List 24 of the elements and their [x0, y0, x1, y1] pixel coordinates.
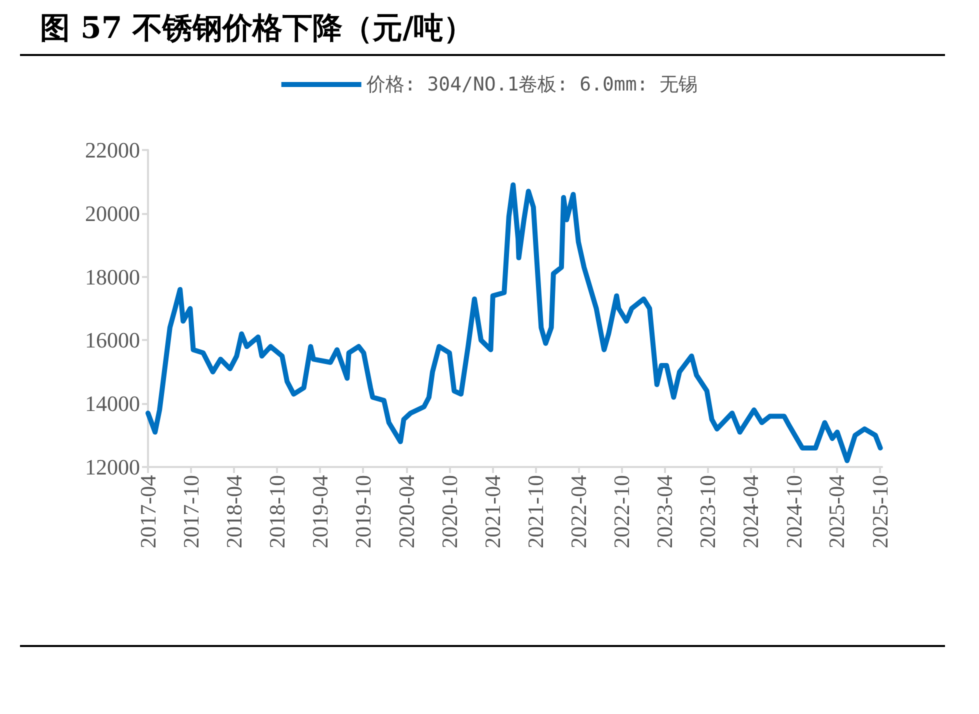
x-tick-label: 2019-10 [350, 475, 376, 548]
x-tick-label: 2023-04 [652, 475, 677, 548]
x-tick-label: 2021-10 [523, 475, 548, 548]
x-tick-label: 2018-10 [264, 475, 290, 548]
legend-label: 价格: 304/NO.1卷板: 6.0mm: 无锡 [365, 74, 698, 96]
x-tick-label: 2023-10 [695, 475, 720, 548]
x-tick-label: 2020-04 [394, 475, 419, 548]
x-tick-label: 2022-10 [609, 475, 634, 548]
x-tick-label: 2021-04 [480, 475, 505, 548]
x-tick-label: 2025-10 [867, 475, 892, 548]
x-tick-label: 2020-10 [436, 475, 462, 548]
y-tick-label: 22000 [85, 138, 140, 162]
x-tick-label: 2024-04 [738, 475, 764, 548]
x-tick-label: 2022-04 [566, 475, 591, 548]
chart-title: 图 57 不锈钢价格下降（元/吨） [20, 6, 945, 56]
x-tick-label: 2019-04 [308, 475, 333, 548]
y-tick-label: 14000 [85, 391, 140, 416]
x-tick-label: 2024-10 [781, 475, 806, 548]
y-tick-label: 18000 [85, 264, 140, 290]
x-tick-label: 2017-10 [178, 475, 204, 548]
x-tick-label: 2025-04 [824, 475, 850, 548]
y-tick-label: 20000 [85, 200, 140, 226]
x-tick-label: 2018-04 [222, 475, 247, 548]
y-tick-label: 16000 [85, 328, 140, 353]
